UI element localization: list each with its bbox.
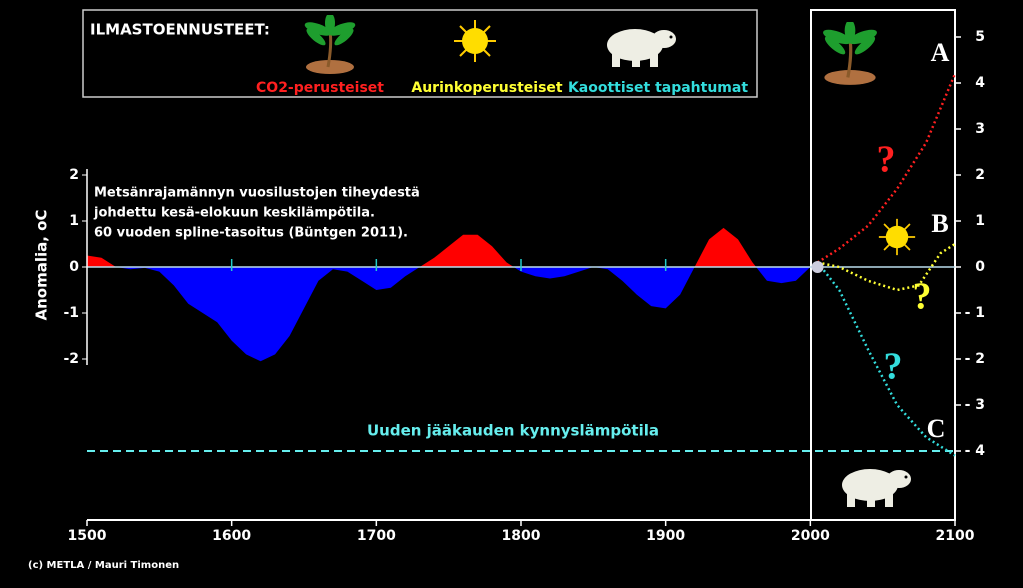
x-tick-label: 2000 (791, 528, 830, 544)
y-tick-label: -2 (63, 351, 79, 367)
y-tick-label: 0 (69, 259, 79, 275)
x-tick-label: 1900 (646, 528, 685, 544)
x-tick-label: 1500 (68, 528, 107, 544)
y-axis-label: Anomalia, oC (33, 210, 51, 321)
y2-tick-label: - 1 (965, 305, 985, 321)
legend-box (82, 9, 758, 98)
y2-tick-label: 0 (975, 259, 985, 275)
reference-label: Uuden jääkauden kynnyslämpötila (367, 422, 659, 440)
y2-tick-label: - 4 (965, 443, 986, 459)
x-tick-label: 1600 (212, 528, 251, 544)
scenario-label: B (931, 209, 948, 238)
x-tick-label: 1700 (357, 528, 396, 544)
legend-title: ILMASTOENNUSTEET: (90, 21, 270, 39)
sun-icon (878, 218, 916, 256)
x-tick-label: 1800 (502, 528, 541, 544)
y2-tick-label: - 3 (965, 397, 985, 413)
credit: (c) METLA / Mauri Timonen (28, 560, 179, 571)
y-tick-label: -1 (63, 305, 79, 321)
y2-tick-label: 3 (975, 121, 985, 137)
projection-line (817, 242, 956, 292)
question-mark: ? (913, 276, 932, 318)
question-mark: ? (884, 346, 903, 388)
y2-tick-label: 4 (975, 75, 985, 91)
y2-tick-label: 1 (975, 213, 985, 229)
start-dot (811, 261, 824, 273)
y2-tick-label: - 2 (965, 351, 985, 367)
y2-tick-label: 2 (975, 167, 985, 183)
legend-label: CO2-perusteiset (256, 80, 384, 96)
legend-label: Aurinkoperusteiset (411, 80, 563, 96)
scenario-label: C (927, 414, 946, 443)
y2-tick-label: 5 (975, 29, 985, 45)
annotation: 60 vuoden spline-tasoitus (Büntgen 2011)… (94, 226, 408, 241)
annotation: Metsänrajamännyn vuosilustojen tiheydest… (94, 186, 420, 201)
y-tick-label: 1 (69, 213, 79, 229)
projection-line (816, 73, 957, 264)
annotation: johdettu kesä-elokuun keskilämpötila. (93, 206, 375, 221)
question-mark: ? (877, 139, 896, 181)
sun-icon (453, 19, 497, 63)
legend-label: Kaoottiset tapahtumat (568, 80, 748, 96)
history-area (87, 227, 811, 362)
y-tick-label: 2 (69, 167, 79, 183)
scenario-label: A (931, 38, 950, 67)
x-tick-label: 2100 (936, 528, 975, 544)
